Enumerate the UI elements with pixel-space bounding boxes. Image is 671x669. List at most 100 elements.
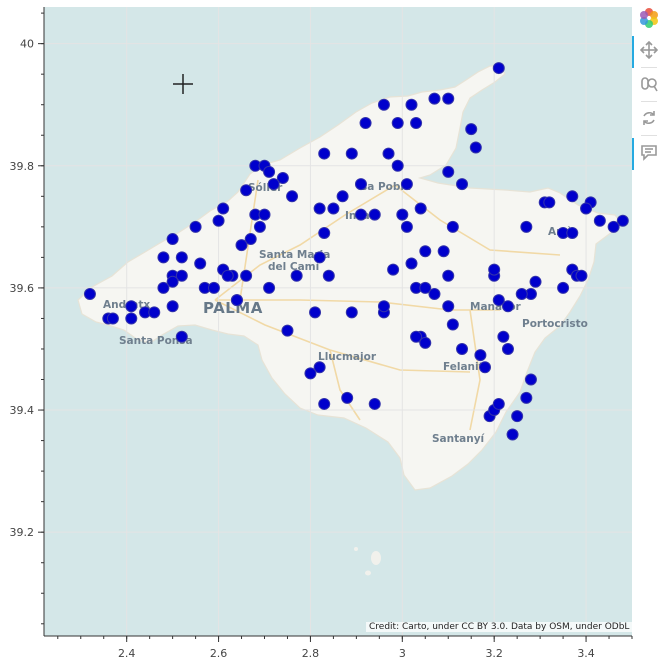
station-point[interactable] — [442, 165, 455, 178]
station-point[interactable] — [506, 428, 519, 441]
station-point[interactable] — [240, 184, 253, 197]
station-point[interactable] — [419, 336, 432, 349]
station-point[interactable] — [524, 373, 537, 386]
station-point[interactable] — [442, 269, 455, 282]
station-point[interactable] — [354, 208, 367, 221]
station-point[interactable] — [359, 117, 372, 130]
station-point[interactable] — [368, 397, 381, 410]
station-point[interactable] — [446, 220, 459, 233]
station-point[interactable] — [125, 300, 138, 313]
station-point[interactable] — [501, 300, 514, 313]
station-point[interactable] — [400, 178, 413, 191]
hover-tool-button[interactable] — [632, 138, 663, 170]
station-point[interactable] — [230, 294, 243, 307]
station-point[interactable] — [322, 269, 335, 282]
station-point[interactable] — [281, 324, 294, 337]
station-point[interactable] — [497, 330, 510, 343]
station-point[interactable] — [580, 202, 593, 215]
station-point[interactable] — [492, 294, 505, 307]
station-point[interactable] — [253, 220, 266, 233]
station-point[interactable] — [194, 257, 207, 270]
station-point[interactable] — [442, 92, 455, 105]
station-point[interactable] — [428, 92, 441, 105]
station-point[interactable] — [543, 196, 556, 209]
station-point[interactable] — [318, 147, 331, 160]
station-point[interactable] — [309, 306, 322, 319]
station-point[interactable] — [189, 220, 202, 233]
station-point[interactable] — [387, 263, 400, 276]
station-point[interactable] — [258, 208, 271, 221]
station-point[interactable] — [313, 251, 326, 264]
station-point[interactable] — [391, 159, 404, 172]
station-point[interactable] — [336, 190, 349, 203]
station-point[interactable] — [276, 171, 289, 184]
station-point[interactable] — [474, 349, 487, 362]
station-point[interactable] — [419, 245, 432, 258]
station-point[interactable] — [414, 202, 427, 215]
station-point[interactable] — [354, 178, 367, 191]
station-point[interactable] — [240, 269, 253, 282]
station-point[interactable] — [575, 269, 588, 282]
bokeh-logo-icon[interactable] — [635, 5, 663, 31]
station-point[interactable] — [341, 391, 354, 404]
station-point[interactable] — [286, 190, 299, 203]
station-point[interactable] — [327, 202, 340, 215]
station-point[interactable] — [318, 226, 331, 239]
station-point[interactable] — [263, 165, 276, 178]
station-point[interactable] — [456, 178, 469, 191]
station-point[interactable] — [607, 220, 620, 233]
station-point[interactable] — [396, 208, 409, 221]
pan-tool-button[interactable] — [632, 36, 663, 68]
station-markers[interactable] — [83, 62, 629, 441]
station-point[interactable] — [318, 397, 331, 410]
station-point[interactable] — [520, 391, 533, 404]
station-point[interactable] — [410, 117, 423, 130]
station-point[interactable] — [267, 178, 280, 191]
station-point[interactable] — [166, 275, 179, 288]
wheel-zoom-tool-button[interactable] — [635, 71, 663, 97]
station-point[interactable] — [456, 342, 469, 355]
station-point[interactable] — [593, 214, 606, 227]
station-point[interactable] — [157, 281, 170, 294]
station-point[interactable] — [263, 281, 276, 294]
station-point[interactable] — [511, 410, 524, 423]
station-point[interactable] — [83, 288, 96, 301]
station-point[interactable] — [345, 306, 358, 319]
station-point[interactable] — [235, 239, 248, 252]
reset-tool-button[interactable] — [635, 105, 663, 131]
station-point[interactable] — [446, 318, 459, 331]
station-point[interactable] — [217, 202, 230, 215]
station-point[interactable] — [566, 226, 579, 239]
station-point[interactable] — [175, 269, 188, 282]
station-point[interactable] — [345, 147, 358, 160]
station-point[interactable] — [405, 98, 418, 111]
station-point[interactable] — [377, 300, 390, 313]
station-point[interactable] — [428, 288, 441, 301]
station-point[interactable] — [166, 300, 179, 313]
station-point[interactable] — [368, 208, 381, 221]
station-point[interactable] — [221, 269, 234, 282]
station-point[interactable] — [492, 397, 505, 410]
station-point[interactable] — [313, 361, 326, 374]
map-area[interactable]: PALMA Llucmajor Felanitx Manacor Portocr… — [44, 7, 632, 636]
station-point[interactable] — [148, 306, 161, 319]
station-point[interactable] — [175, 251, 188, 264]
station-point[interactable] — [212, 214, 225, 227]
station-point[interactable] — [166, 233, 179, 246]
station-point[interactable] — [304, 367, 317, 380]
station-point[interactable] — [515, 288, 528, 301]
station-point[interactable] — [106, 312, 119, 325]
station-point[interactable] — [377, 98, 390, 111]
station-point[interactable] — [419, 281, 432, 294]
station-point[interactable] — [557, 281, 570, 294]
station-point[interactable] — [405, 257, 418, 270]
station-point[interactable] — [175, 330, 188, 343]
station-point[interactable] — [469, 141, 482, 154]
station-point[interactable] — [382, 147, 395, 160]
station-point[interactable] — [410, 330, 423, 343]
station-point[interactable] — [125, 312, 138, 325]
station-point[interactable] — [207, 281, 220, 294]
station-point[interactable] — [391, 117, 404, 130]
station-point[interactable] — [465, 123, 478, 136]
